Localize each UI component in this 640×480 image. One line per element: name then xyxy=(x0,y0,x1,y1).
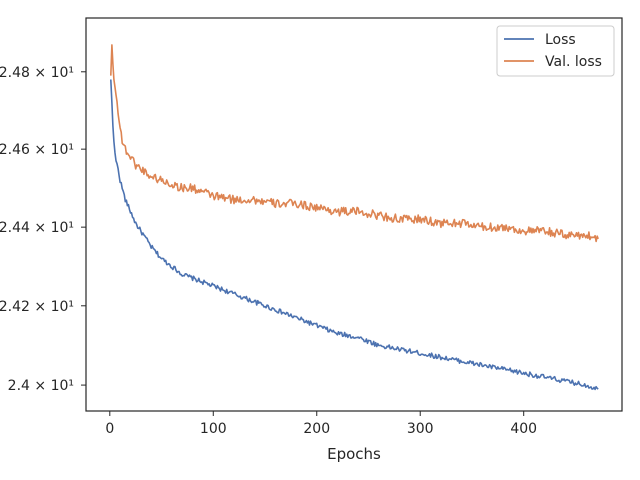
y-tick-label: 2.44 × 10¹ xyxy=(0,220,74,236)
x-tick-label: 0 xyxy=(105,421,114,437)
x-ticks-group: 0 100 200 300 400 xyxy=(105,411,537,437)
series-line-val-loss xyxy=(110,44,599,243)
plot-frame xyxy=(85,17,623,412)
x-tick-label: 100 xyxy=(200,421,227,437)
y-tick-label: 2.46 × 10¹ xyxy=(0,142,74,158)
y-tick-label: 2.42 × 10¹ xyxy=(0,299,74,315)
x-axis-title: Epochs xyxy=(327,445,381,463)
y-tick-label: 2.4 × 10¹ xyxy=(8,378,74,394)
series-lines-group xyxy=(110,44,599,391)
y-ticks-group: 2.4 × 10¹ 2.42 × 10¹ 2.44 × 10¹ 2.46 × 10¹ 2… xyxy=(0,65,86,394)
legend-label-val-loss: Val. loss xyxy=(545,54,602,70)
x-tick-label: 400 xyxy=(510,421,537,437)
x-tick-label: 200 xyxy=(303,421,330,437)
legend-label-loss: Loss xyxy=(545,32,576,48)
series-line-loss xyxy=(110,79,599,391)
x-tick-label: 300 xyxy=(407,421,434,437)
y-tick-label: 2.48 × 10¹ xyxy=(0,65,74,81)
legend: Loss Val. loss xyxy=(496,25,615,77)
